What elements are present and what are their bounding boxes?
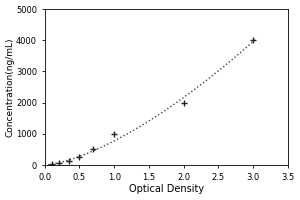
X-axis label: Optical Density: Optical Density (129, 184, 204, 194)
Y-axis label: Concentration(ng/mL): Concentration(ng/mL) (6, 37, 15, 137)
